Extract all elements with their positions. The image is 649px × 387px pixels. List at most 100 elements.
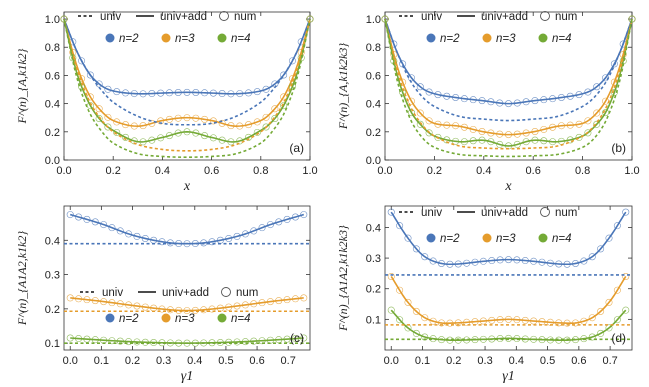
num-point bbox=[446, 336, 454, 344]
y-tick-label: 1.0 bbox=[45, 14, 60, 26]
num-point bbox=[416, 109, 424, 117]
num-point bbox=[174, 114, 182, 122]
x-tick-label: 0.6 bbox=[526, 165, 541, 177]
num-point bbox=[192, 129, 200, 137]
num-point bbox=[174, 129, 182, 137]
num-point bbox=[139, 138, 147, 146]
num-point bbox=[488, 257, 496, 265]
num-point bbox=[75, 213, 83, 221]
num-point bbox=[446, 319, 454, 327]
num-point bbox=[575, 91, 583, 99]
num-point bbox=[91, 218, 99, 226]
num-point bbox=[78, 57, 86, 65]
series-univadd-n=3 bbox=[384, 18, 633, 136]
legend-label-n=4: n=4 bbox=[552, 233, 572, 245]
x-tick-label: 0.4 bbox=[187, 355, 202, 367]
num-point bbox=[496, 140, 504, 148]
x-tick-label: 0.0 bbox=[384, 355, 399, 367]
num-point bbox=[183, 88, 191, 96]
legend-dot-n=4 bbox=[217, 33, 227, 43]
y-tick-label: 0.3 bbox=[45, 270, 60, 282]
num-point bbox=[396, 316, 404, 324]
num-point bbox=[166, 339, 174, 347]
x-tick-label: 0.5 bbox=[540, 355, 555, 367]
num-point bbox=[610, 88, 618, 96]
num-point bbox=[425, 117, 433, 125]
num-point bbox=[104, 113, 112, 121]
plot-frame bbox=[384, 11, 633, 161]
num-point bbox=[75, 295, 83, 303]
num-point bbox=[288, 83, 296, 91]
num-point bbox=[133, 338, 141, 346]
plot-frame bbox=[63, 205, 311, 351]
y-tick-label: 0.1 bbox=[45, 338, 60, 350]
num-point bbox=[104, 123, 112, 131]
num-point bbox=[622, 272, 630, 280]
num-point bbox=[513, 130, 521, 138]
num-point bbox=[588, 314, 596, 322]
y-tick-label: 0.0 bbox=[45, 155, 60, 167]
y-tick-label: 0.4 bbox=[45, 99, 60, 111]
num-point bbox=[622, 306, 630, 314]
panel-label: (d) bbox=[611, 331, 626, 345]
num-point bbox=[446, 260, 454, 268]
num-point bbox=[157, 134, 165, 142]
x-tick-label: 0.2 bbox=[427, 165, 442, 177]
num-point bbox=[425, 88, 433, 96]
y-axis-label: F^(n)_{A1A2,k1k2k3} bbox=[336, 225, 350, 332]
num-point bbox=[557, 93, 565, 101]
num-point bbox=[300, 294, 308, 302]
num-point bbox=[241, 230, 249, 238]
panel-label: (b) bbox=[611, 141, 626, 155]
legend-univ-label: univ bbox=[100, 11, 121, 23]
num-point bbox=[227, 90, 235, 98]
num-point bbox=[421, 314, 429, 322]
panel-c: 0.0 0.1 0.2 0.3 0.4 0.5 0.6 0.70.10.20.30.4γ1F^… bbox=[15, 205, 311, 384]
panel-a: 0.0 0.2 0.4 0.6 0.8 1.0 0.0 0.2 0.4 0.6 0.8 1.0 x F^(… bbox=[15, 11, 318, 194]
num-point bbox=[108, 299, 116, 307]
series-univ-n=2 bbox=[63, 18, 311, 126]
num-point bbox=[443, 92, 451, 100]
legend-num-label: num bbox=[234, 11, 256, 23]
num-point bbox=[469, 125, 477, 133]
num-point bbox=[496, 256, 504, 264]
num-point bbox=[504, 131, 512, 139]
num-point bbox=[437, 319, 445, 327]
num-point bbox=[580, 257, 588, 265]
num-point bbox=[113, 88, 121, 96]
num-point bbox=[69, 54, 77, 62]
num-point bbox=[530, 257, 538, 265]
num-point bbox=[133, 232, 141, 240]
legend-label-n=4: n=4 bbox=[552, 33, 572, 45]
num-point bbox=[148, 119, 156, 127]
num-point bbox=[201, 89, 209, 97]
y-tick-label: 0.2 bbox=[366, 127, 381, 139]
num-point bbox=[463, 259, 471, 267]
num-point bbox=[183, 114, 191, 122]
num-point bbox=[531, 97, 539, 105]
num-point bbox=[488, 316, 496, 324]
num-point bbox=[283, 215, 291, 223]
num-point bbox=[396, 286, 404, 294]
num-point bbox=[549, 138, 557, 146]
legend-label-n=2: n=2 bbox=[119, 33, 139, 45]
num-point bbox=[571, 319, 579, 327]
num-point bbox=[479, 317, 487, 325]
num-point bbox=[95, 105, 103, 113]
num-point bbox=[593, 109, 601, 117]
num-point bbox=[253, 118, 261, 126]
num-point bbox=[460, 123, 468, 131]
num-point bbox=[613, 316, 621, 324]
num-point bbox=[471, 336, 479, 344]
num-point bbox=[283, 296, 291, 304]
series-univ-n=3 bbox=[63, 18, 311, 152]
num-point bbox=[225, 234, 233, 242]
num-point bbox=[183, 339, 191, 347]
num-point bbox=[504, 315, 512, 323]
num-point bbox=[605, 298, 613, 306]
num-point bbox=[208, 238, 216, 246]
legend-label-n=3: n=3 bbox=[175, 313, 195, 325]
num-point bbox=[452, 93, 460, 101]
num-point bbox=[95, 114, 103, 122]
num-point bbox=[471, 258, 479, 266]
